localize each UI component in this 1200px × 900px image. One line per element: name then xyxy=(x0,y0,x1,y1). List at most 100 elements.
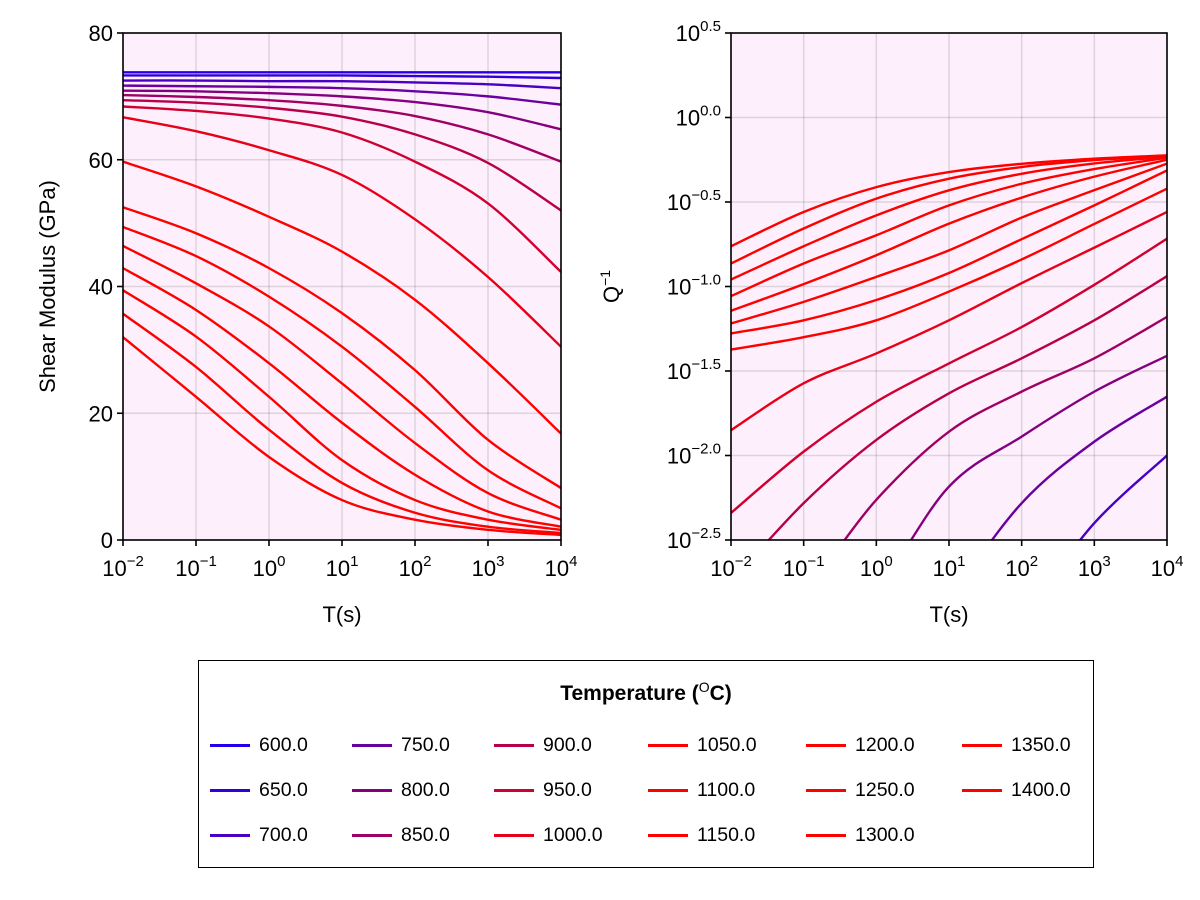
series-line-700 xyxy=(123,79,561,90)
y-tick-label-base: 10 xyxy=(667,275,691,300)
legend-entry: 1150.0 xyxy=(648,813,806,858)
y-tick-label-exponent: −1.0 xyxy=(691,272,721,289)
legend-entry: 1400.0 xyxy=(962,768,1082,813)
y-tick-label-exponent: 0.0 xyxy=(700,103,721,120)
x-tick-label-exponent: 3 xyxy=(1102,553,1110,570)
x-tick-label-exponent: −2 xyxy=(735,553,752,570)
legend: Temperature (OC) 600.0 650.0 700.0 750.0 800… xyxy=(198,660,1094,868)
y-tick-label: 80 xyxy=(89,21,113,46)
x-tick-label: 10−1 xyxy=(783,553,825,581)
y-tick-label: 0 xyxy=(101,528,113,553)
legend-entry: 1000.0 xyxy=(494,813,648,858)
x-tick-label: 100 xyxy=(253,553,286,581)
x-tick-label: 10−2 xyxy=(710,553,752,581)
x-tick-label-exponent: −1 xyxy=(200,553,217,570)
series-line-750 xyxy=(123,84,561,106)
series-line-1300 xyxy=(731,155,1167,281)
legend-entries: 600.0 650.0 700.0 750.0 800.0 850.0 900.0 950.0… xyxy=(210,723,1082,858)
y-tick-label-base: 10 xyxy=(676,21,700,46)
x-axis-label: T(s) xyxy=(929,602,968,627)
legend-entry: 750.0 xyxy=(352,723,494,768)
y-tick-label: 100.5 xyxy=(676,18,721,46)
series-line-900 xyxy=(767,275,1167,540)
series-line-1150 xyxy=(123,225,561,510)
legend-title-degree: O xyxy=(698,679,710,695)
legend-line-swatch xyxy=(210,789,250,792)
series-line-1200 xyxy=(731,158,1167,312)
legend-entry: 1250.0 xyxy=(806,768,962,813)
series-line-1000 xyxy=(731,210,1167,432)
x-tick-label-base: 10 xyxy=(545,556,569,581)
legend-label: 900.0 xyxy=(543,734,592,756)
legend-entry: 700.0 xyxy=(210,813,352,858)
y-tick-label-exponent: 0.5 xyxy=(700,18,721,35)
legend-label: 1000.0 xyxy=(543,824,603,846)
y-tick-label-base: 10 xyxy=(667,190,691,215)
y-axis-label: Q−1 xyxy=(597,270,624,303)
y-tick-label: 60 xyxy=(89,148,113,173)
legend-label: 1250.0 xyxy=(855,779,915,801)
x-tick-label-base: 10 xyxy=(326,556,350,581)
legend-label: 650.0 xyxy=(259,779,308,801)
legend-line-swatch xyxy=(210,744,250,747)
legend-entry: 850.0 xyxy=(352,813,494,858)
y-axis-label-text: Q xyxy=(599,286,624,303)
series-line-1250 xyxy=(123,267,561,528)
legend-line-swatch xyxy=(806,744,846,747)
series-line-1250 xyxy=(731,156,1167,298)
x-tick-label: 104 xyxy=(545,553,578,581)
legend-label: 700.0 xyxy=(259,824,308,846)
x-tick-label-base: 10 xyxy=(253,556,277,581)
series-line-1400 xyxy=(123,336,561,537)
legend-line-swatch xyxy=(494,744,534,747)
x-tick-label-exponent: 3 xyxy=(496,553,504,570)
series-line-1350 xyxy=(731,154,1167,265)
legend-line-swatch xyxy=(648,789,688,792)
x-tick-label-exponent: 0 xyxy=(277,553,285,570)
legend-entry: 1200.0 xyxy=(806,723,962,768)
series-line-750 xyxy=(990,395,1167,540)
x-tick-label-base: 10 xyxy=(933,556,957,581)
x-tick-label-base: 10 xyxy=(1078,556,1102,581)
x-tick-label-exponent: 4 xyxy=(1175,553,1183,570)
x-tick-label-base: 10 xyxy=(783,556,807,581)
series-line-850 xyxy=(843,315,1167,540)
legend-label: 1050.0 xyxy=(697,734,757,756)
x-tick-label: 103 xyxy=(472,553,505,581)
legend-label: 600.0 xyxy=(259,734,308,756)
x-axis-label: T(s) xyxy=(322,602,361,627)
legend-entry: 1300.0 xyxy=(806,813,962,858)
x-tick-label-base: 10 xyxy=(175,556,199,581)
legend-title-unit: C) xyxy=(709,682,732,705)
x-tick-label-exponent: 2 xyxy=(1030,553,1038,570)
x-tick-label-exponent: 1 xyxy=(350,553,358,570)
y-tick-label-base: 10 xyxy=(667,359,691,384)
series-line-1050 xyxy=(731,187,1167,351)
legend-entry: 600.0 xyxy=(210,723,352,768)
legend-line-swatch xyxy=(494,789,534,792)
y-tick-label: 100.0 xyxy=(676,103,721,131)
series-lines xyxy=(731,154,1167,540)
legend-label: 850.0 xyxy=(401,824,450,846)
series-line-1400 xyxy=(731,154,1167,248)
y-tick-label-base: 10 xyxy=(676,106,700,131)
x-tick-label: 101 xyxy=(326,553,359,581)
legend-line-swatch xyxy=(648,744,688,747)
x-tick-label: 102 xyxy=(399,553,432,581)
legend-entry: 950.0 xyxy=(494,768,648,813)
series-line-1300 xyxy=(123,289,561,532)
legend-line-swatch xyxy=(352,789,392,792)
legend-line-swatch xyxy=(210,834,250,837)
legend-label: 1300.0 xyxy=(855,824,915,846)
legend-label: 1400.0 xyxy=(1011,779,1071,801)
legend-line-swatch xyxy=(494,834,534,837)
legend-label: 800.0 xyxy=(401,779,450,801)
x-tick-label-base: 10 xyxy=(1151,556,1175,581)
x-tick-label-base: 10 xyxy=(1005,556,1029,581)
x-tick-label: 10−1 xyxy=(175,553,217,581)
x-tick-label-exponent: −2 xyxy=(127,553,144,570)
x-tick-label: 102 xyxy=(1005,553,1038,581)
series-line-900 xyxy=(123,98,561,212)
y-tick-label: 20 xyxy=(89,401,113,426)
x-tick-label: 101 xyxy=(933,553,966,581)
